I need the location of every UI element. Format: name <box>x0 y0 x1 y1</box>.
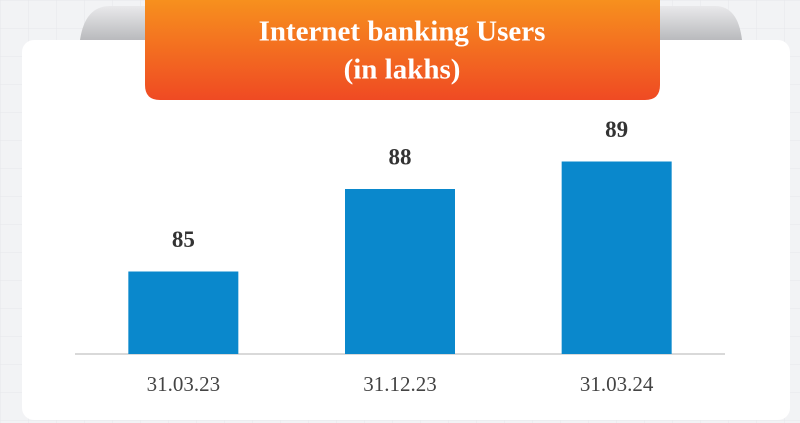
x-tick-label: 31.03.23 <box>147 372 221 396</box>
bar <box>345 189 455 354</box>
chart-title: (in lakhs) <box>344 54 461 86</box>
value-label: 85 <box>172 227 195 252</box>
value-label: 88 <box>389 144 412 169</box>
bar <box>128 271 239 354</box>
chart-title: Internet banking Users <box>259 16 546 48</box>
title-banner <box>145 0 660 100</box>
value-label: 89 <box>605 117 628 142</box>
bar <box>561 161 672 354</box>
x-tick-label: 31.12.23 <box>363 372 437 396</box>
x-tick-label: 31.03.24 <box>580 372 654 396</box>
